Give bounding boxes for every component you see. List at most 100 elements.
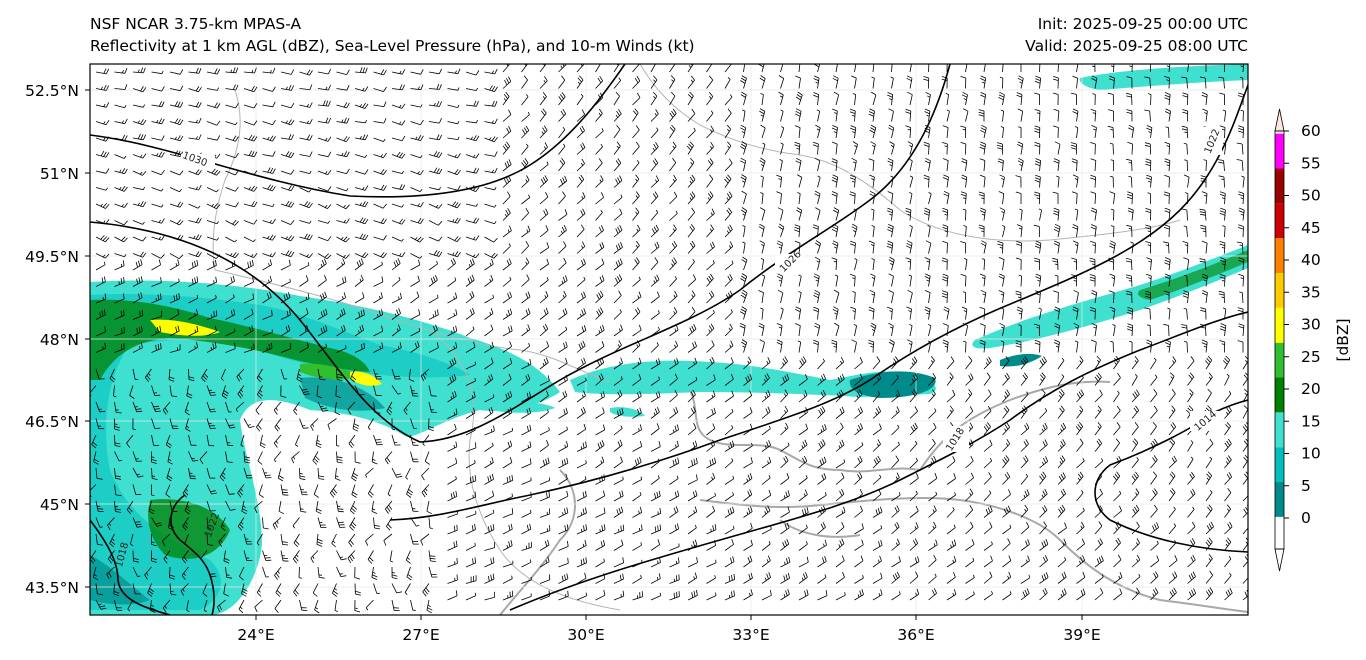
wind-barb [169, 298, 180, 304]
wind-barb [706, 495, 716, 502]
wind-barb-feather [898, 492, 901, 496]
wind-barb-feather [674, 373, 678, 379]
wind-barb [1224, 259, 1226, 271]
wind-barb-feather [888, 273, 894, 277]
wind-barb-feather [457, 251, 461, 258]
wind-barb-feather [269, 275, 272, 282]
wind-barb [798, 444, 808, 452]
wind-barb-feather [1201, 92, 1208, 95]
wind-barb-feather [1136, 457, 1139, 461]
wind-barb-feather [252, 293, 255, 299]
wind-barb-feather [1052, 78, 1059, 81]
wind-barb-feather [129, 395, 135, 399]
wind-barb-feather [764, 511, 767, 515]
wind-barb [687, 427, 697, 436]
wind-barb-feather [1169, 490, 1175, 495]
wind-barb-feather [1225, 424, 1230, 429]
wind-barb [743, 276, 748, 287]
wind-barb-feather [987, 405, 992, 412]
wind-barb [280, 170, 292, 175]
wind-barb-feather [1164, 97, 1170, 101]
wind-barb [169, 313, 180, 320]
wind-barb-feather [542, 362, 545, 366]
wind-barb-feather [548, 491, 551, 497]
wind-barb [1094, 78, 1098, 89]
wind-barb [983, 342, 986, 353]
wind-barb [367, 484, 374, 494]
wind-barb-feather [360, 274, 364, 281]
wind-barb-feather [215, 259, 217, 266]
wind-barb-feather [849, 111, 856, 114]
wind-barb [891, 78, 894, 89]
wind-barb-feather [452, 219, 455, 223]
wind-barb-feather [728, 327, 731, 331]
wind-barb-feather [1018, 227, 1022, 230]
wind-barb-feather [896, 406, 900, 412]
wind-barb [761, 445, 771, 452]
wind-barb [983, 361, 992, 370]
wind-barb-feather [527, 445, 529, 449]
wind-barb-feather [834, 312, 838, 315]
wind-barb-feather [1071, 158, 1078, 161]
wind-barb-feather [1132, 440, 1137, 446]
wind-barb [928, 427, 937, 436]
wind-barb-feather [341, 119, 344, 123]
wind-barb-feather [126, 509, 132, 515]
wind-barb-feather [544, 323, 549, 330]
wind-barb-feather [1146, 339, 1152, 343]
wind-barb-feather [675, 324, 679, 331]
wind-barb [410, 346, 420, 353]
wind-barb [798, 477, 808, 485]
wind-barb-feather [190, 477, 196, 480]
wind-barb-feather [560, 179, 564, 185]
wind-barb [447, 88, 458, 91]
wind-barb-feather [689, 242, 694, 248]
wind-barb-feather [374, 525, 380, 527]
wind-barb [1057, 459, 1066, 469]
wind-barb [169, 253, 180, 260]
wind-barb [632, 344, 641, 353]
wind-barb [1002, 127, 1004, 139]
wind-barb-feather [313, 458, 319, 463]
wind-barb [595, 113, 603, 122]
wind-barb-feather [896, 505, 900, 511]
wind-barb-feather [714, 457, 717, 464]
wind-barb [872, 226, 875, 238]
wind-barb [632, 311, 641, 320]
wind-barb [1186, 325, 1188, 337]
wind-barb-feather [889, 213, 893, 216]
wind-barb-feather [230, 69, 233, 73]
wind-barb-feather [1041, 358, 1046, 364]
wind-barb-feather [581, 394, 584, 398]
wind-barb [558, 512, 569, 518]
wind-barb-feather [372, 508, 376, 511]
wind-barb [743, 292, 748, 304]
wind-barb [798, 394, 808, 403]
wind-barb-feather [870, 127, 876, 131]
wind-barb [169, 104, 181, 108]
wind-barb [724, 445, 735, 452]
wind-barb-feather [876, 356, 881, 362]
wind-barb [595, 495, 605, 502]
wind-barb-feather [1209, 438, 1214, 444]
wind-barb [909, 94, 913, 106]
wind-barb [872, 276, 876, 287]
wind-barb-feather [1221, 296, 1225, 299]
wind-barb [854, 342, 857, 353]
wind-barb [1187, 392, 1194, 403]
wind-barb-feather [525, 207, 530, 214]
wind-barb-feather [232, 84, 236, 90]
wind-barb-feather [794, 141, 801, 145]
wind-barb [1205, 325, 1207, 337]
wind-barb-feather [1060, 474, 1065, 480]
wind-barb-feather [521, 162, 526, 168]
wind-barb-feather [1096, 374, 1101, 380]
wind-barb-feather [877, 391, 881, 395]
wind-barb-feather [438, 134, 443, 141]
wind-barb-feather [546, 161, 549, 165]
wind-barb-feather [1134, 391, 1138, 397]
wind-barb-feather [981, 59, 986, 61]
wind-barb-feather [768, 475, 771, 479]
wind-barb-feather [767, 460, 769, 464]
wind-barb-feather [1024, 508, 1027, 512]
